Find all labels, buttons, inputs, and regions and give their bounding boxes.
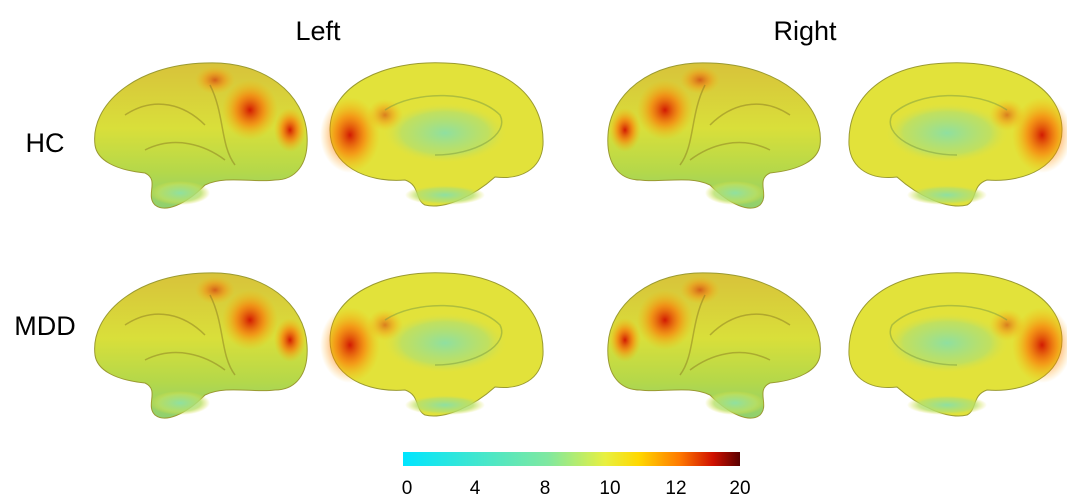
row-label: HC	[26, 128, 65, 158]
brain-medial	[320, 273, 543, 416]
brain-medial	[849, 273, 1067, 416]
brain-lateral	[608, 63, 821, 208]
brain-lateral	[95, 273, 308, 418]
colorbar-tick: 4	[470, 478, 481, 496]
page: Left Right HC MDD 0 4 8 10 12 20 (() => …	[0, 0, 1067, 496]
column-title: Left	[295, 16, 341, 46]
colorbar-tick: 0	[402, 478, 413, 496]
brain-lateral	[608, 273, 821, 418]
brain-lateral	[95, 63, 308, 208]
row-label: MDD	[14, 311, 76, 341]
colorbar-tick: 12	[665, 478, 686, 496]
brain-medial	[320, 63, 543, 206]
colorbar	[403, 452, 740, 466]
column-title: Right	[773, 16, 837, 46]
colorbar-tick: 10	[599, 478, 620, 496]
figure: Left Right HC MDD 0 4 8 10 12 20	[0, 0, 1067, 496]
colorbar-tick: 20	[729, 478, 750, 496]
brain-medial	[849, 63, 1067, 206]
colorbar-tick: 8	[540, 478, 551, 496]
